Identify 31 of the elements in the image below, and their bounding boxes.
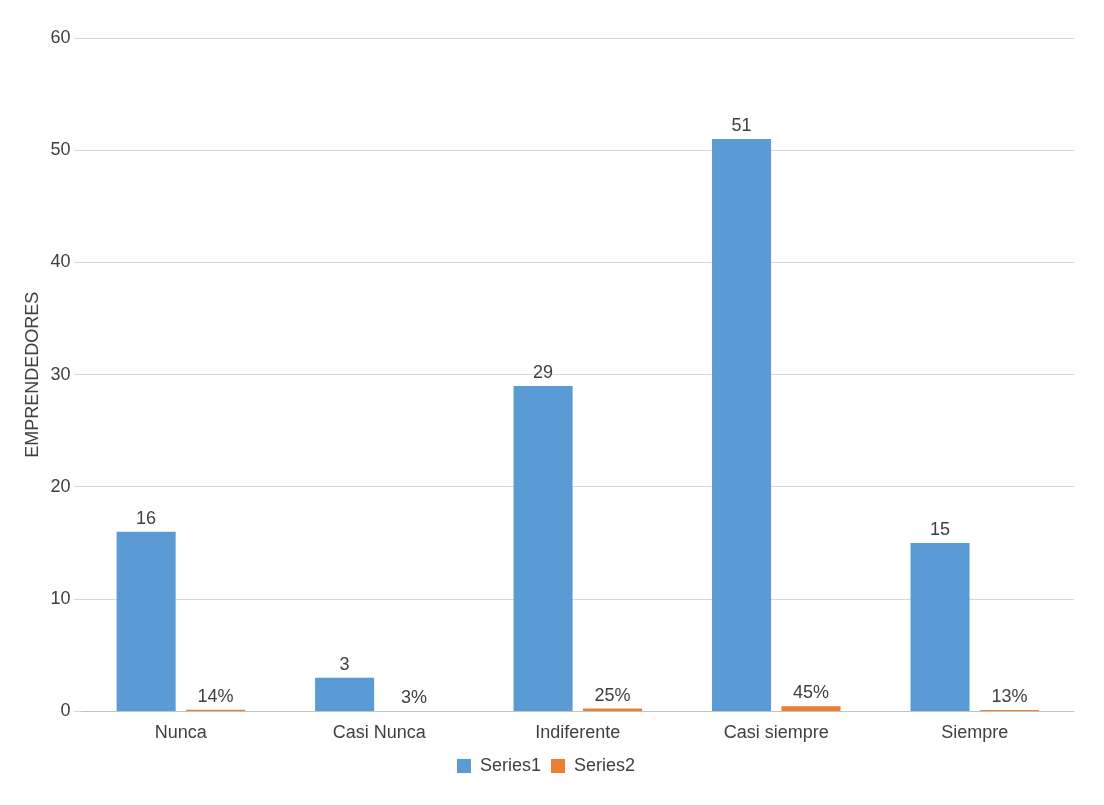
data-label: 16 bbox=[136, 507, 157, 528]
x-tick-label: Casi Nunca bbox=[332, 722, 427, 743]
data-label: 13% bbox=[991, 685, 1028, 706]
bar bbox=[116, 531, 176, 711]
y-tick-label: 10 bbox=[50, 588, 71, 609]
y-tick-label: 0 bbox=[60, 700, 71, 721]
data-label: 25% bbox=[594, 684, 631, 705]
y-tick-label: 20 bbox=[50, 475, 71, 496]
data-label: 14% bbox=[197, 685, 234, 706]
legend-label: Series1 bbox=[479, 754, 541, 775]
bar bbox=[781, 706, 841, 711]
x-tick-label: Siempre bbox=[941, 722, 1009, 743]
bar bbox=[712, 139, 772, 711]
y-axis-title: EMPRENDEDORES bbox=[21, 291, 42, 458]
y-tick-label: 60 bbox=[50, 26, 71, 47]
bar bbox=[910, 543, 970, 711]
data-label: 3% bbox=[401, 687, 428, 708]
data-label: 29 bbox=[533, 361, 554, 382]
legend-label: Series2 bbox=[574, 754, 636, 775]
x-tick-label: Nunca bbox=[154, 722, 208, 743]
data-label: 51 bbox=[731, 114, 752, 135]
bar bbox=[513, 385, 573, 711]
bar bbox=[315, 677, 375, 711]
y-tick-label: 30 bbox=[50, 363, 71, 384]
data-label: 15 bbox=[930, 519, 951, 540]
data-label: 3 bbox=[339, 653, 350, 674]
y-tick-label: 40 bbox=[50, 251, 71, 272]
data-label: 45% bbox=[793, 682, 830, 703]
x-tick-label: Indiferente bbox=[535, 722, 621, 743]
y-tick-label: 50 bbox=[50, 139, 71, 160]
x-tick-label: Casi siempre bbox=[723, 722, 829, 743]
